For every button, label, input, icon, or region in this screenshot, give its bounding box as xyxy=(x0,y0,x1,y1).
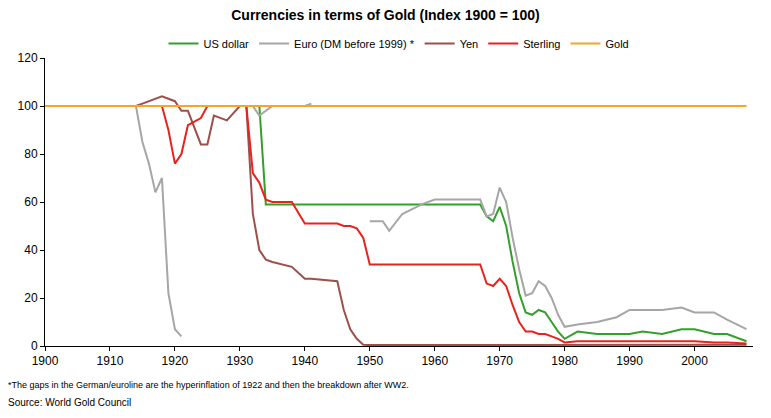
svg-text:1930: 1930 xyxy=(227,354,254,368)
svg-text:Euro (DM before 1999) *: Euro (DM before 1999) * xyxy=(294,38,415,50)
svg-text:1900: 1900 xyxy=(32,354,59,368)
svg-text:1950: 1950 xyxy=(356,354,383,368)
svg-text:1980: 1980 xyxy=(551,354,578,368)
svg-text:1960: 1960 xyxy=(421,354,448,368)
svg-text:100: 100 xyxy=(18,99,38,113)
svg-text:80: 80 xyxy=(24,147,38,161)
svg-text:0: 0 xyxy=(31,339,38,353)
svg-text:Sterling: Sterling xyxy=(523,38,560,50)
svg-text:Gold: Gold xyxy=(605,38,628,50)
svg-text:1990: 1990 xyxy=(616,354,643,368)
svg-text:60: 60 xyxy=(24,195,38,209)
svg-text:1970: 1970 xyxy=(486,354,513,368)
svg-text:1910: 1910 xyxy=(97,354,124,368)
svg-text:1920: 1920 xyxy=(162,354,189,368)
svg-text:Source: World Gold Council: Source: World Gold Council xyxy=(8,397,131,408)
svg-text:*The gaps in the German/euroli: *The gaps in the German/euroline are the… xyxy=(8,380,409,390)
svg-text:Yen: Yen xyxy=(460,38,479,50)
svg-text:Currencies in terms of Gold (I: Currencies in terms of Gold (Index 1900 … xyxy=(231,7,540,23)
svg-text:1940: 1940 xyxy=(291,354,318,368)
svg-text:40: 40 xyxy=(24,243,38,257)
svg-text:US dollar: US dollar xyxy=(204,38,250,50)
svg-text:2000: 2000 xyxy=(681,354,708,368)
svg-text:120: 120 xyxy=(18,51,38,65)
svg-text:20: 20 xyxy=(24,291,38,305)
